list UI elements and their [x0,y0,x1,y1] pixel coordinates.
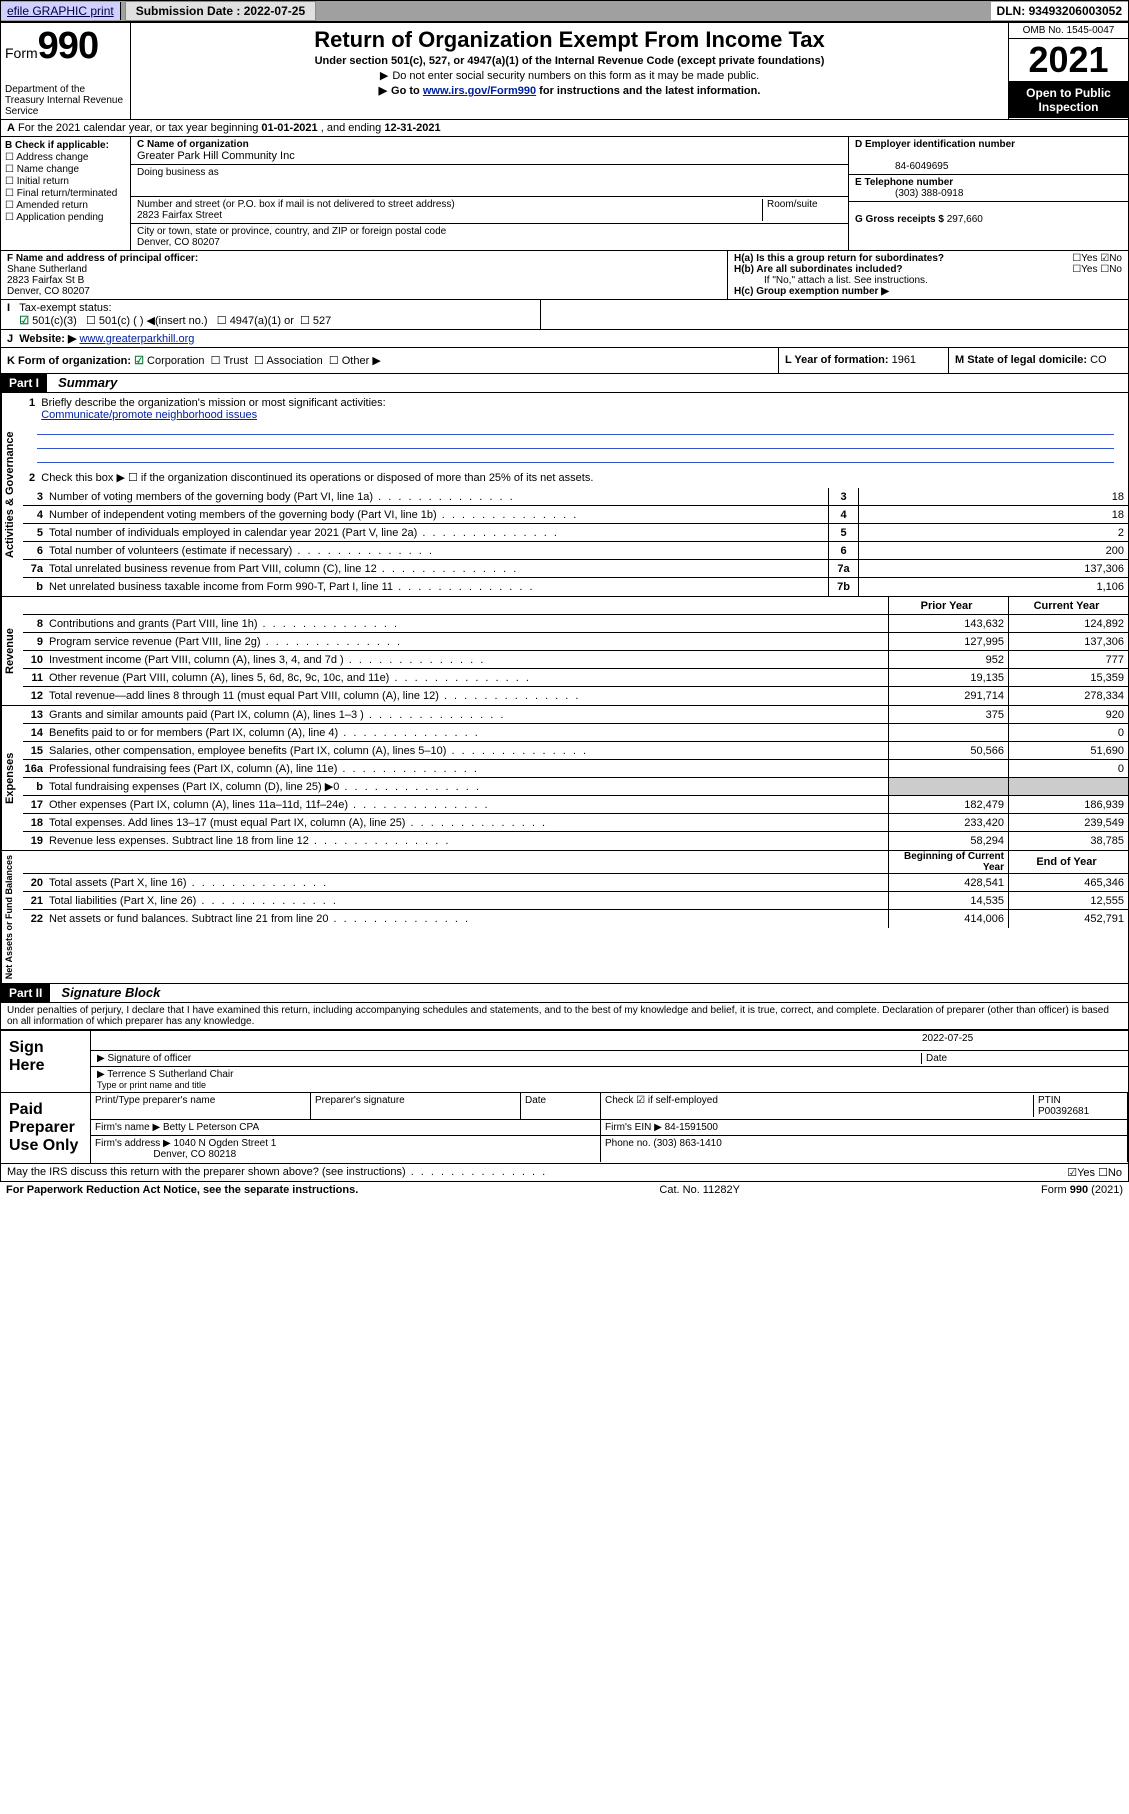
cb-corporation[interactable] [134,355,147,367]
section-a: A For the 2021 calendar year, or tax yea… [0,120,1129,137]
efile-link[interactable]: efile GRAPHIC print [1,2,121,20]
header-blocks: B Check if applicable: Address change Na… [0,137,1129,251]
sidebar-expenses: Expenses [1,706,23,850]
subtitle-1: Under section 501(c), 527, or 4947(a)(1)… [139,55,1000,67]
net-assets-section: Net Assets or Fund Balances Beginning of… [0,851,1129,984]
paid-preparer-label: Paid Preparer Use Only [1,1093,91,1163]
data-row: 13Grants and similar amounts paid (Part … [23,706,1128,724]
hb-answer[interactable]: ☐Yes ☐No [1072,264,1122,275]
gov-row: 3Number of voting members of the governi… [23,488,1128,506]
sidebar-revenue: Revenue [1,597,23,705]
footer: For Paperwork Reduction Act Notice, see … [0,1182,1129,1198]
data-row: 11Other revenue (Part VIII, column (A), … [23,669,1128,687]
firm-name: Betty L Peterson CPA [163,1122,259,1133]
ha-answer[interactable]: ☐Yes ☑No [1072,253,1122,264]
firm-ein: 84-1591500 [665,1122,718,1133]
cb-name-change[interactable]: Name change [5,164,126,175]
instructions-link[interactable]: www.irs.gov/Form990 [423,85,536,97]
data-row: 19Revenue less expenses. Subtract line 1… [23,832,1128,850]
open-inspection: Open to Public Inspection [1009,82,1128,118]
sidebar-governance: Activities & Governance [1,393,23,596]
declaration: Under penalties of perjury, I declare th… [0,1003,1129,1029]
data-row: 17Other expenses (Part IX, column (A), l… [23,796,1128,814]
phone: (303) 388-0918 [855,188,963,199]
data-row: 18Total expenses. Add lines 13–17 (must … [23,814,1128,832]
data-row: 22Net assets or fund balances. Subtract … [23,910,1128,928]
gov-row: 5Total number of individuals employed in… [23,524,1128,542]
f-h-row: F Name and address of principal officer:… [0,251,1129,300]
ein: 84-6049695 [855,161,948,172]
cb-app-pending[interactable]: Application pending [5,212,126,223]
subtitle-2: Do not enter social security numbers on … [139,69,1000,82]
sig-date: 2022-07-25 [922,1033,1122,1048]
data-row: 14Benefits paid to or for members (Part … [23,724,1128,742]
data-row: 12Total revenue—add lines 8 through 11 (… [23,687,1128,705]
activities-governance: Activities & Governance 1 Briefly descri… [0,393,1129,597]
state-domicile: CO [1090,354,1107,366]
firm-addr: 1040 N Ogden Street 1 [174,1138,277,1149]
omb-number: OMB No. 1545-0047 [1009,23,1128,39]
signature-block: Sign Here 2022-07-25 ▶ Signature of offi… [0,1029,1129,1164]
part2-header: Part II [1,984,50,1002]
firm-phone: (303) 863-1410 [653,1138,721,1149]
expenses-section: Expenses 13Grants and similar amounts pa… [0,706,1129,851]
officer-name-title: Terrence S Sutherland Chair [107,1069,233,1080]
year-formation: 1961 [892,354,916,366]
ptin: P00392681 [1038,1106,1089,1117]
top-bar: efile GRAPHIC print Submission Date : 20… [0,0,1129,22]
cb-amended[interactable]: Amended return [5,200,126,211]
officer-name: Shane Sutherland [7,264,87,275]
data-row: 9Program service revenue (Part VIII, lin… [23,633,1128,651]
block-b: B Check if applicable: Address change Na… [1,137,131,250]
gross-receipts: 297,660 [947,214,983,225]
block-d: D Employer identification number 84-6049… [848,137,1128,250]
street-address: 2823 Fairfax Street [137,210,222,221]
cb-501c3[interactable] [19,315,32,327]
revenue-section: Revenue Prior Year Current Year 8Contrib… [0,597,1129,706]
form-number: Form990 [5,25,126,68]
data-row: 8Contributions and grants (Part VIII, li… [23,615,1128,633]
city-state-zip: Denver, CO 80207 [137,237,220,248]
data-row: 20Total assets (Part X, line 16)428,5414… [23,874,1128,892]
part1-header: Part I [1,374,47,392]
tax-year: 2021 [1009,39,1128,82]
cb-address-change[interactable]: Address change [5,152,126,163]
website-link[interactable]: www.greaterparkhill.org [79,333,194,345]
may-irs-answer[interactable]: ☑Yes ☐No [1067,1166,1122,1179]
department: Department of the Treasury Internal Reve… [5,84,126,117]
data-row: 16aProfessional fundraising fees (Part I… [23,760,1128,778]
dln: DLN: 93493206003052 [991,2,1128,20]
mission: Communicate/promote neighborhood issues [41,409,257,421]
gov-row: bNet unrelated business taxable income f… [23,578,1128,596]
submission-date-btn[interactable]: Submission Date : 2022-07-25 [125,1,316,21]
gov-row: 6Total number of volunteers (estimate if… [23,542,1128,560]
cb-initial-return[interactable]: Initial return [5,176,126,187]
sign-here-label: Sign Here [1,1031,91,1092]
gov-row: 4Number of independent voting members of… [23,506,1128,524]
main-title: Return of Organization Exempt From Incom… [139,27,1000,53]
gov-row: 7aTotal unrelated business revenue from … [23,560,1128,578]
cb-final-return[interactable]: Final return/terminated [5,188,126,199]
sidebar-net-assets: Net Assets or Fund Balances [1,851,23,983]
data-row: 10Investment income (Part VIII, column (… [23,651,1128,669]
org-name: Greater Park Hill Community Inc [137,150,295,162]
data-row: bTotal fundraising expenses (Part IX, co… [23,778,1128,796]
subtitle-3: Go to www.irs.gov/Form990 for instructio… [139,84,1000,97]
block-c: C Name of organization Greater Park Hill… [131,137,848,250]
data-row: 21Total liabilities (Part X, line 26)14,… [23,892,1128,910]
data-row: 15Salaries, other compensation, employee… [23,742,1128,760]
form-header: Form990 Department of the Treasury Inter… [0,22,1129,120]
